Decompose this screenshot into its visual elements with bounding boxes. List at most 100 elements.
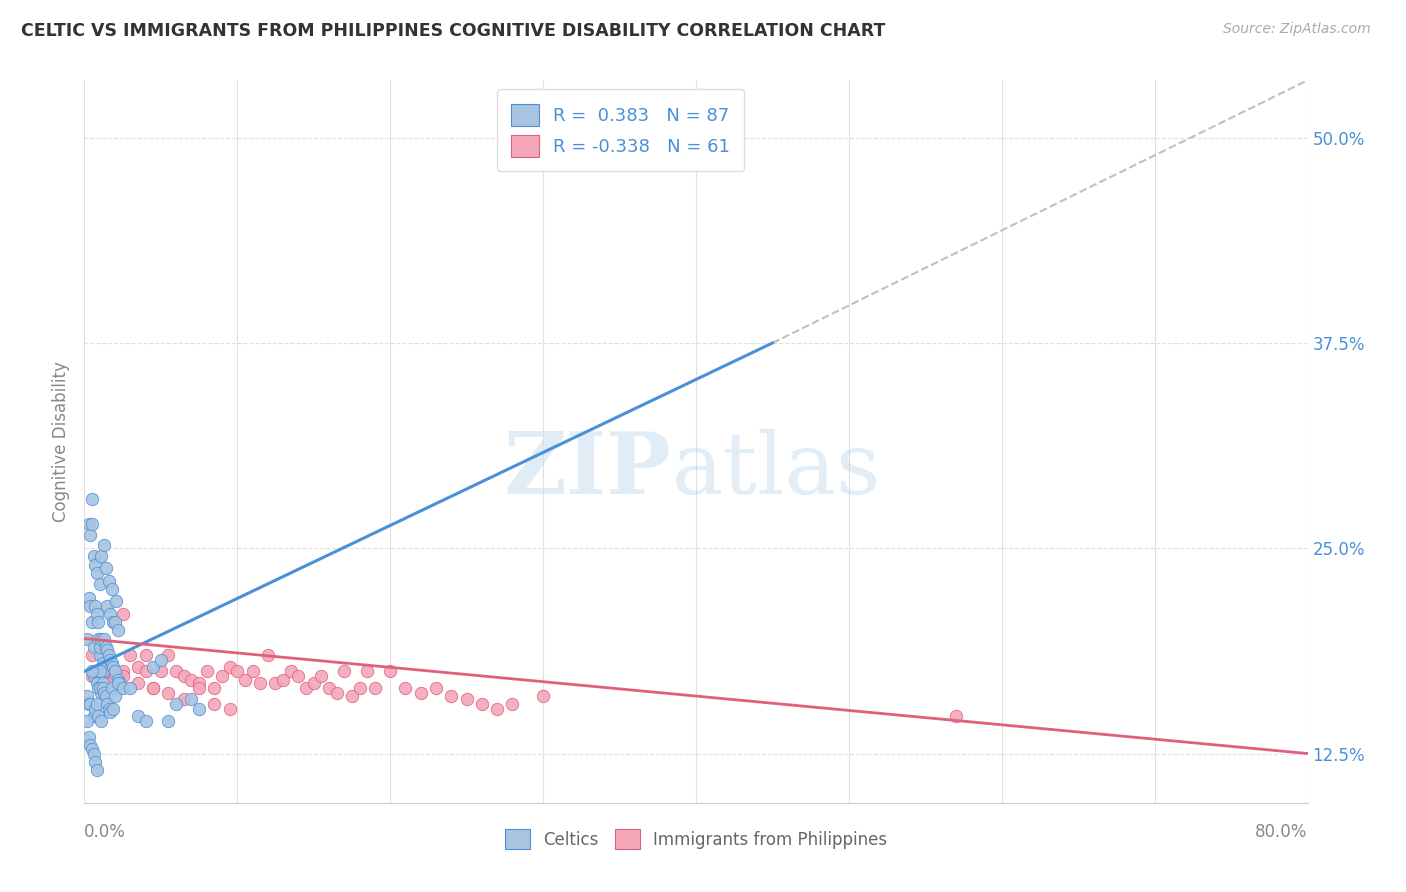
Point <box>103 615 125 630</box>
Point <box>380 665 402 679</box>
Point <box>87 615 110 630</box>
Point <box>89 665 111 679</box>
Point <box>76 689 98 703</box>
Point <box>96 599 118 613</box>
Point <box>89 577 111 591</box>
Point <box>79 739 101 753</box>
Point <box>107 676 129 690</box>
Point <box>394 681 416 695</box>
Point <box>218 659 240 673</box>
Point <box>94 640 117 654</box>
Text: 80.0%: 80.0% <box>1256 822 1308 840</box>
Point <box>86 676 108 690</box>
Point <box>83 640 105 654</box>
Point <box>87 708 110 723</box>
Point <box>471 698 494 712</box>
Point <box>149 653 172 667</box>
Point <box>76 632 98 646</box>
Point <box>142 681 165 695</box>
Point <box>180 692 202 706</box>
Point <box>180 673 202 687</box>
Point <box>84 558 107 572</box>
Point <box>80 491 103 506</box>
Text: CELTIC VS IMMIGRANTS FROM PHILIPPINES COGNITIVE DISABILITY CORRELATION CHART: CELTIC VS IMMIGRANTS FROM PHILIPPINES CO… <box>21 22 886 40</box>
Point <box>202 698 225 712</box>
Point <box>98 653 121 667</box>
Point <box>87 632 110 646</box>
Point <box>502 698 524 712</box>
Point <box>89 681 111 695</box>
Point <box>76 714 98 728</box>
Point <box>287 669 309 683</box>
Point <box>295 681 318 695</box>
Point <box>101 582 124 597</box>
Point <box>364 681 387 695</box>
Point <box>90 549 112 564</box>
Point <box>120 681 142 695</box>
Point <box>340 689 363 703</box>
Point <box>111 669 134 683</box>
Point <box>302 676 325 690</box>
Legend: Celtics, Immigrants from Philippines: Celtics, Immigrants from Philippines <box>498 822 894 856</box>
Point <box>111 681 134 695</box>
Point <box>91 681 114 695</box>
Point <box>94 561 117 575</box>
Point <box>111 665 134 679</box>
Point <box>107 673 129 687</box>
Point <box>89 640 111 654</box>
Point <box>311 669 333 683</box>
Point <box>165 698 187 712</box>
Point <box>195 665 218 679</box>
Point <box>105 594 128 608</box>
Point <box>91 676 114 690</box>
Point <box>264 676 287 690</box>
Point <box>101 681 124 695</box>
Point <box>173 669 195 683</box>
Point <box>103 702 125 716</box>
Point <box>93 538 115 552</box>
Point <box>531 689 554 703</box>
Point <box>86 698 108 712</box>
Point <box>101 657 124 671</box>
Point <box>318 681 340 695</box>
Point <box>142 681 165 695</box>
Point <box>127 708 149 723</box>
Point <box>79 698 101 712</box>
Point <box>127 659 149 673</box>
Point <box>108 676 131 690</box>
Point <box>96 665 118 679</box>
Point <box>83 708 105 723</box>
Point <box>77 516 100 531</box>
Point <box>226 665 249 679</box>
Point <box>80 741 103 756</box>
Point <box>120 648 142 662</box>
Point <box>97 702 120 716</box>
Point <box>188 702 211 716</box>
Point <box>157 714 180 728</box>
Point <box>93 686 115 700</box>
Point <box>165 665 187 679</box>
Point <box>107 624 129 638</box>
Point <box>188 676 211 690</box>
Point <box>249 676 271 690</box>
Point <box>84 702 107 716</box>
Point <box>96 698 118 712</box>
Point <box>90 632 112 646</box>
Point <box>80 648 103 662</box>
Point <box>135 665 157 679</box>
Point <box>142 659 165 673</box>
Point <box>149 665 172 679</box>
Text: ZIP: ZIP <box>503 428 672 512</box>
Point <box>135 648 157 662</box>
Point <box>86 763 108 777</box>
Point <box>80 516 103 531</box>
Point <box>83 747 105 761</box>
Point <box>157 686 180 700</box>
Point <box>96 676 118 690</box>
Point <box>91 657 114 671</box>
Point <box>409 686 432 700</box>
Point <box>77 730 100 744</box>
Point <box>104 665 127 679</box>
Point <box>84 665 107 679</box>
Point <box>89 640 111 654</box>
